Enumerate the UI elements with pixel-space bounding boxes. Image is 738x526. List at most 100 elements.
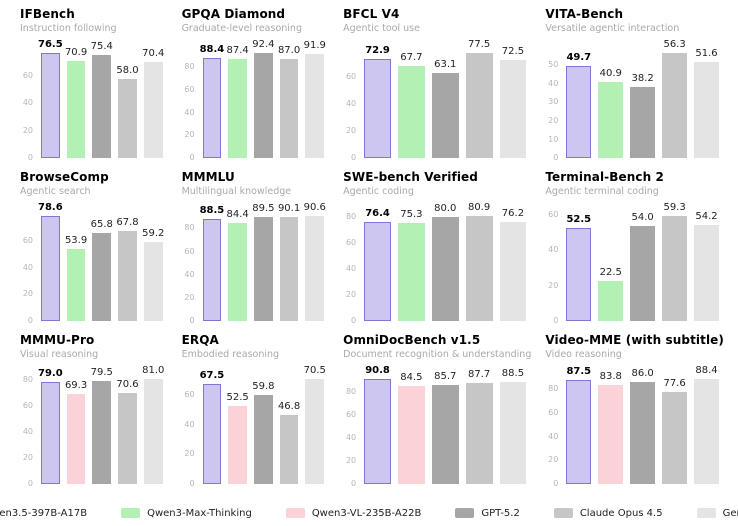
chart-plot: 0 20 40 60 76.5 70.9 75.4 58.0 70.4 <box>20 36 168 162</box>
y-tick-label: 60 <box>184 389 195 399</box>
bar-fill <box>41 381 60 485</box>
bar: 76.2 <box>499 209 527 322</box>
charts-grid: IFBench Instruction following 0 20 40 60 76… <box>20 7 724 489</box>
bar-value-label: 90.8 <box>365 365 390 377</box>
bars: 76.4 75.3 80.0 80.9 76.2 <box>364 203 527 322</box>
bar-fill <box>364 379 391 485</box>
y-tick-label: 60 <box>345 238 357 248</box>
bar-value-label: 75.3 <box>400 209 423 221</box>
legend-color-swatch <box>285 508 305 518</box>
bar-fill <box>202 383 222 485</box>
chart-subtitle: Document recognition & understanding <box>343 348 532 360</box>
bar: 77.5 <box>465 40 493 159</box>
bar-value-label: 63.1 <box>434 58 457 70</box>
bar: 49.7 <box>566 52 592 159</box>
bar-fill <box>465 53 493 159</box>
y-tick-label: 40 <box>345 99 357 108</box>
bar-value-label: 54.0 <box>631 211 654 223</box>
bar-value-label: 78.6 <box>38 202 63 214</box>
bar-fill <box>364 59 391 159</box>
y-tick-label: 0 <box>351 316 357 326</box>
bar-fill <box>279 59 299 159</box>
chart-plot: 0 20 40 60 78.6 53.9 65.8 67.8 59.2 <box>20 199 168 325</box>
benchmark-chart: MMMU-Pro Visual reasoning 0 20 40 60 80 79.0… <box>20 333 168 489</box>
chart-plot: 0 20 40 60 72.9 67.7 63.1 77.5 72.5 <box>343 36 531 162</box>
bar: 80.9 <box>465 203 493 322</box>
bar-fill <box>694 225 719 322</box>
bar-fill <box>118 78 137 159</box>
bar: 51.6 <box>694 48 719 159</box>
bar: 84.4 <box>227 210 249 322</box>
bar-fill <box>279 216 299 322</box>
y-tick-label: 80 <box>184 62 195 72</box>
bar: 70.5 <box>304 366 326 485</box>
y-axis: 0 20 40 60 80 <box>182 53 198 162</box>
bar-value-label: 79.0 <box>38 367 63 379</box>
y-tick-label: 0 <box>189 479 195 489</box>
bar-value-label: 87.0 <box>277 45 301 57</box>
chart-subtitle: Graduate-level reasoning <box>181 22 302 34</box>
y-tick-label: 40 <box>22 262 33 272</box>
bar-fill <box>41 53 60 159</box>
bar: 69.3 <box>65 379 87 485</box>
bar-fill <box>499 381 527 485</box>
bar-value-label: 89.5 <box>252 203 275 215</box>
legend-item: Qwen3-VL-235B-A22B <box>285 508 421 519</box>
y-axis: 0 20 40 60 80 <box>343 213 359 325</box>
bar-fill <box>305 53 325 159</box>
bar: 72.9 <box>364 46 391 159</box>
bars: 52.5 22.5 54.0 59.3 54.2 <box>566 203 719 322</box>
bar-fill <box>66 249 86 322</box>
bar-fill <box>662 53 688 159</box>
chart-title: OmniDocBench v1.5 <box>343 333 481 347</box>
y-tick-label: 40 <box>22 427 33 437</box>
chart-title: BrowseComp <box>20 170 109 184</box>
bar: 90.1 <box>278 203 300 322</box>
bar-fill <box>228 406 247 485</box>
y-axis: 0 20 40 60 80 <box>20 376 36 488</box>
chart-subtitle: Agentic search <box>20 185 91 197</box>
chart-plot: 0 20 40 60 80 88.5 84.4 89.5 90.1 90.6 <box>182 199 330 325</box>
bars: 87.5 83.8 86.0 77.6 88.4 <box>566 366 719 485</box>
y-tick-label: 60 <box>22 401 33 411</box>
bar-fill <box>143 61 163 159</box>
chart-subtitle: Agentic tool use <box>343 22 420 34</box>
bar-fill <box>566 380 592 485</box>
bar-fill <box>465 382 493 485</box>
bar-value-label: 69.3 <box>64 380 88 392</box>
y-tick-label: 20 <box>548 455 559 465</box>
y-tick-label: 60 <box>345 409 357 419</box>
bar: 72.5 <box>499 46 527 159</box>
chart-plot: 0 20 40 60 52.5 22.5 54.0 59.3 54.2 <box>545 199 724 325</box>
bar-value-label: 40.9 <box>599 67 622 79</box>
bar: 67.5 <box>200 370 224 485</box>
bar-value-label: 87.5 <box>566 366 592 378</box>
legend-color-swatch <box>455 508 475 518</box>
bar-fill <box>92 233 112 322</box>
chart-title: Video-MME (with subtitle) <box>545 333 724 347</box>
bar-fill <box>397 66 425 159</box>
bar-fill <box>254 217 273 322</box>
bar: 65.8 <box>91 216 113 322</box>
bar-value-label: 70.5 <box>303 365 326 377</box>
bar: 54.2 <box>694 212 719 322</box>
bar-value-label: 72.9 <box>365 45 390 57</box>
y-tick-label: 20 <box>22 453 33 463</box>
legend-item: Claude Opus 4.5 <box>553 508 663 519</box>
bar-value-label: 70.6 <box>116 378 139 390</box>
bar: 87.7 <box>465 369 493 485</box>
y-axis: 0 20 40 60 <box>343 53 359 161</box>
y-tick-label: 0 <box>553 153 559 163</box>
legend-color-swatch <box>121 508 141 518</box>
bar: 85.7 <box>431 372 459 485</box>
bar-value-label: 67.5 <box>199 369 225 381</box>
bar: 52.5 <box>227 379 249 485</box>
benchmark-chart: BrowseComp Agentic search 0 20 40 60 78.6 53… <box>20 170 168 326</box>
bar-fill <box>630 86 656 159</box>
bar: 87.0 <box>278 46 300 159</box>
y-tick-label: 60 <box>184 246 195 256</box>
y-axis: 0 20 40 60 80 <box>343 379 359 488</box>
bar-fill <box>397 223 425 322</box>
legend-item: Gemini 3 Pro <box>696 508 738 519</box>
bar-fill <box>118 230 137 322</box>
